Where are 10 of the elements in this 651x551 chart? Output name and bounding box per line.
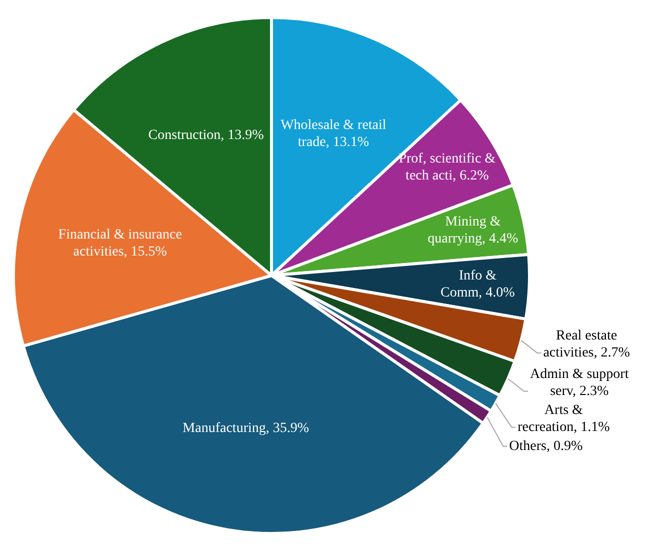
slice-label: Wholesale & retail trade, 13.1% xyxy=(280,118,386,150)
slice-label: Real estate activities, 2.7% xyxy=(543,328,630,361)
slice-label: Admin & support serv, 2.3% xyxy=(530,366,629,399)
slice-label: Arts & recreation, 1.1% xyxy=(518,402,610,435)
slice-label: Mining & quarrying, 4.4% xyxy=(428,214,519,247)
slice-label: Manufacturing, 35.9% xyxy=(182,420,310,436)
slice-label: Construction, 13.9% xyxy=(148,128,264,143)
slice-label: Financial & insurance activities, 15.5% xyxy=(58,227,182,260)
slice-label: Info & Comm, 4.0% xyxy=(440,268,516,301)
slice-label: Others, 0.9% xyxy=(509,438,583,454)
